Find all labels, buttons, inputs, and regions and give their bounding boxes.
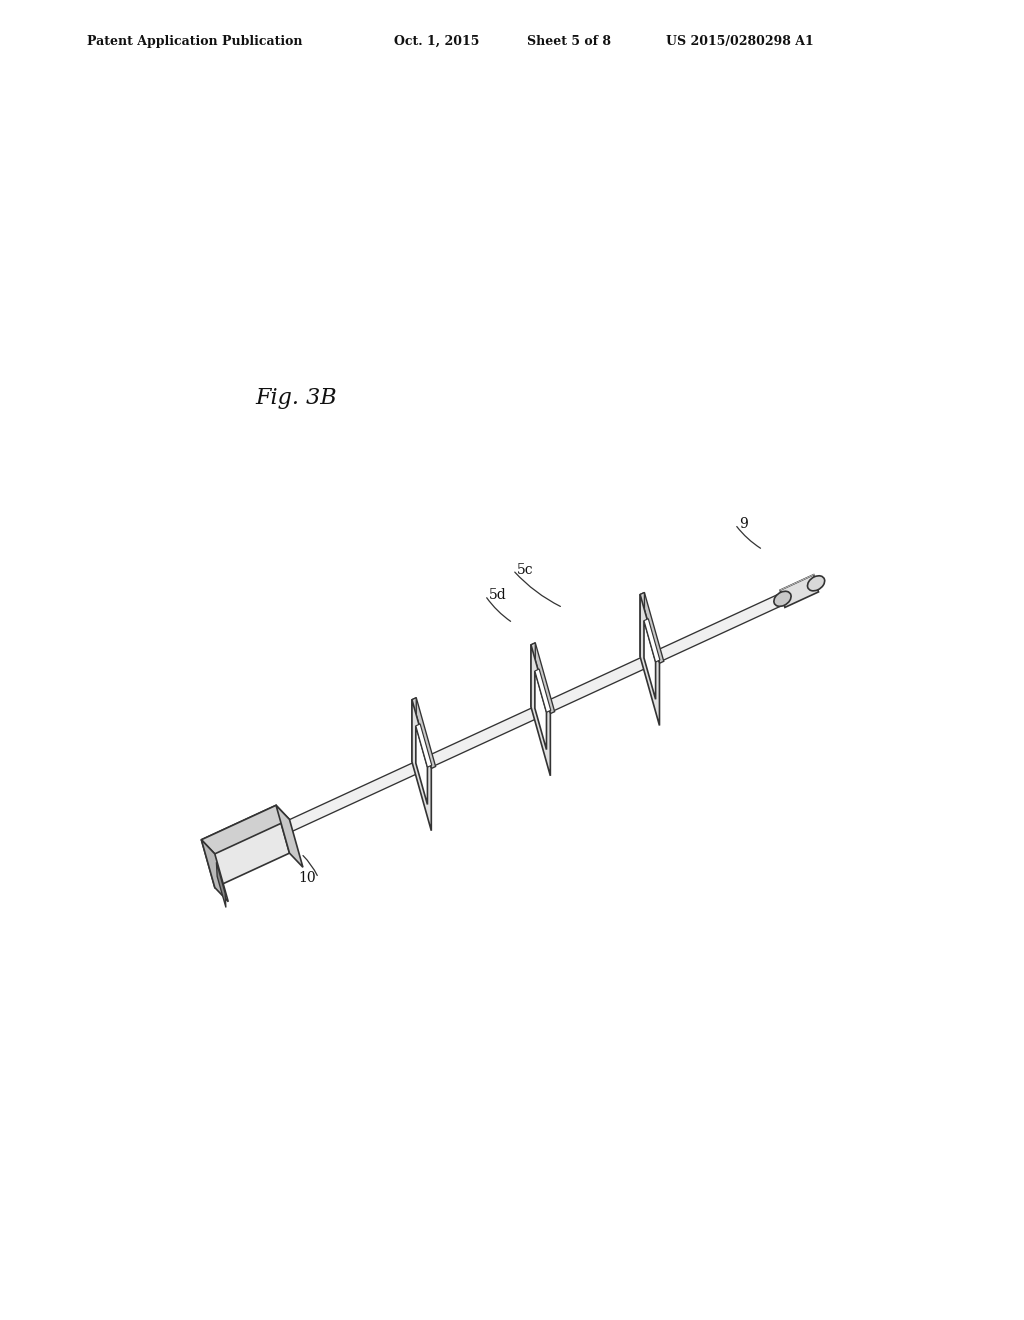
Polygon shape	[416, 723, 432, 767]
Ellipse shape	[774, 591, 792, 606]
Polygon shape	[216, 862, 226, 907]
Polygon shape	[416, 726, 427, 804]
Polygon shape	[412, 698, 435, 768]
Text: 10: 10	[299, 871, 316, 884]
Polygon shape	[202, 805, 290, 887]
Text: Sheet 5 of 8: Sheet 5 of 8	[527, 34, 611, 48]
Polygon shape	[202, 840, 228, 902]
Polygon shape	[276, 805, 303, 867]
Polygon shape	[531, 644, 550, 776]
Polygon shape	[780, 574, 818, 607]
Text: Oct. 1, 2015: Oct. 1, 2015	[394, 34, 479, 48]
Text: 9: 9	[739, 517, 748, 532]
Text: 5d: 5d	[489, 589, 507, 602]
Polygon shape	[412, 698, 416, 762]
Text: 5c: 5c	[517, 564, 534, 577]
Polygon shape	[202, 805, 290, 854]
Polygon shape	[535, 671, 547, 750]
Text: Fig. 3B: Fig. 3B	[255, 387, 337, 409]
Polygon shape	[644, 620, 655, 700]
Ellipse shape	[808, 576, 824, 591]
Polygon shape	[282, 595, 780, 836]
Polygon shape	[644, 619, 659, 663]
Polygon shape	[531, 643, 536, 708]
Polygon shape	[640, 594, 659, 726]
Polygon shape	[640, 593, 644, 656]
Text: US 2015/0280298 A1: US 2015/0280298 A1	[666, 34, 813, 48]
Polygon shape	[640, 593, 664, 664]
Polygon shape	[535, 669, 551, 713]
Polygon shape	[531, 643, 555, 714]
Text: Patent Application Publication: Patent Application Publication	[87, 34, 302, 48]
Polygon shape	[412, 700, 431, 830]
